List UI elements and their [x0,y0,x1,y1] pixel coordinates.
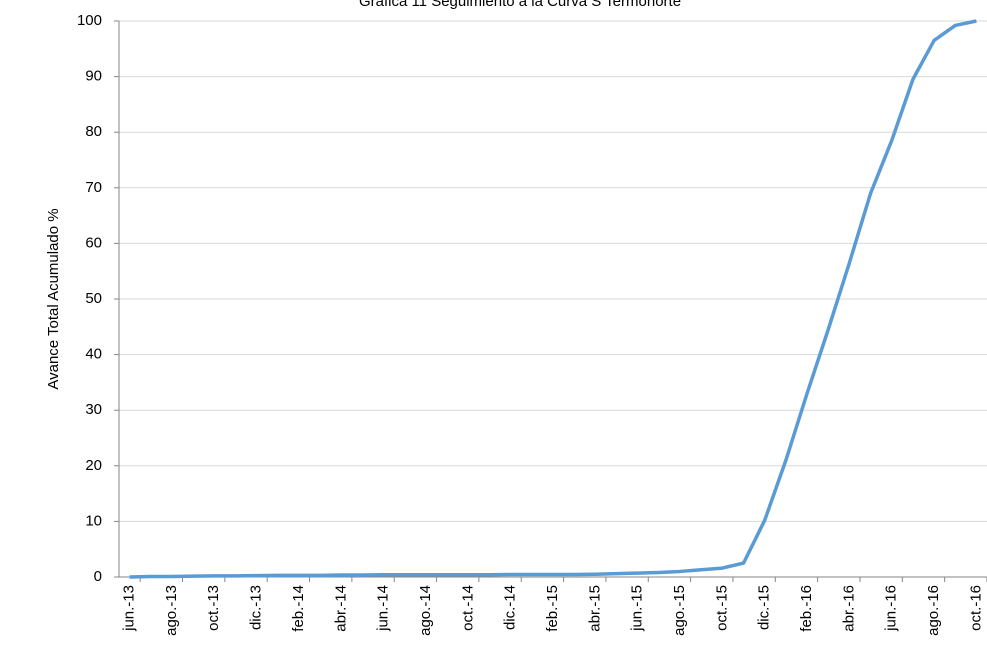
line-series [129,19,977,579]
y-tick-label: 50 [85,290,102,307]
y-tick-label: 60 [85,234,102,251]
y-tick-label: 0 [94,568,102,585]
x-tick-label: ago.-14 [417,585,434,636]
x-tick-label: jun.-13 [121,585,138,632]
y-tick-label: 90 [85,68,102,85]
x-tick-label: oct.-16 [967,585,984,631]
x-tick-label: abr.-16 [840,585,857,632]
x-tick-label: oct.-14 [459,585,476,631]
y-tick-label: 80 [85,123,102,140]
y-tick-label: 40 [85,346,102,363]
x-tick-label: oct.-13 [205,585,222,631]
x-tick-label: jun.-15 [629,585,646,632]
x-tick-label: ago.-13 [163,585,180,636]
y-tick-label: 70 [85,179,102,196]
x-tick-label: oct.-15 [713,585,730,631]
chart-title: Grafica 11 Seguimiento a la Curva S Term… [359,0,681,10]
x-tick-label: jun.-14 [375,585,392,632]
x-tick-label: abr.-15 [586,585,603,632]
x-tick-label: dic.-13 [248,585,265,630]
y-axis-title: Avance Total Acumulado % [45,208,62,389]
x-tick-label: dic.-14 [502,585,519,630]
y-tick-label: 100 [77,12,102,29]
x-tick-label: feb.-15 [544,585,561,632]
x-tick-label: jun.-16 [883,585,900,632]
x-tick-label: feb.-16 [798,585,815,632]
x-tick-label: ago.-16 [925,585,942,636]
y-tick-label: 20 [85,457,102,474]
y-tick-label: 30 [85,401,102,418]
y-tick-label: 10 [85,512,102,529]
x-tick-label: abr.-14 [332,585,349,632]
x-tick-label: feb.-14 [290,585,307,632]
x-tick-label: dic.-15 [756,585,773,630]
x-tick-label: ago.-15 [671,585,688,636]
